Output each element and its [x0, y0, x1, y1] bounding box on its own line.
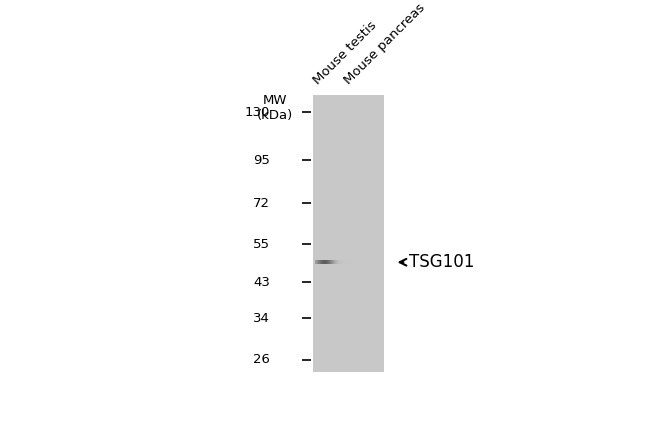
Text: Mouse pancreas: Mouse pancreas	[341, 1, 428, 87]
Text: TSG101: TSG101	[409, 253, 474, 271]
Text: 95: 95	[254, 154, 270, 167]
Text: 26: 26	[254, 353, 270, 366]
Text: MW
(kDa): MW (kDa)	[257, 94, 293, 122]
Text: 34: 34	[254, 312, 270, 325]
Text: Mouse testis: Mouse testis	[311, 19, 380, 87]
Text: 43: 43	[254, 276, 270, 289]
Text: 72: 72	[253, 197, 270, 210]
Text: 130: 130	[245, 106, 270, 119]
Bar	[313, 95, 384, 372]
Text: 55: 55	[253, 238, 270, 251]
